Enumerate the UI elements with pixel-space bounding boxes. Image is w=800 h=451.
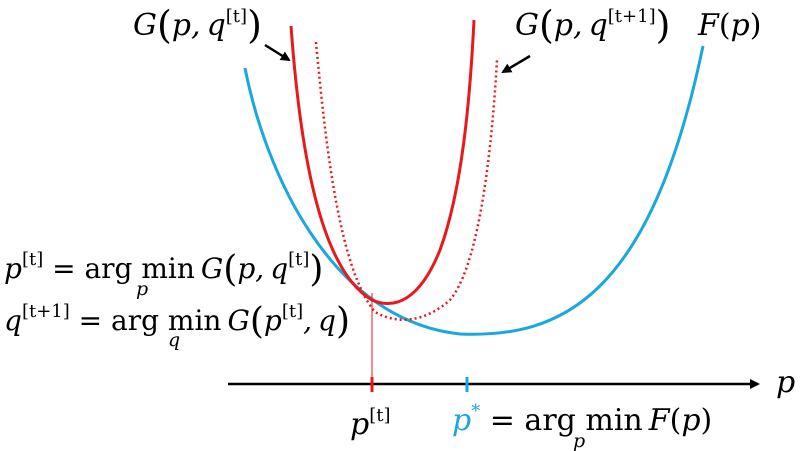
g-t1-label: G(p, q[t+1]) <box>515 3 670 47</box>
p-star-label: p* = arg min F(p) <box>452 401 712 438</box>
g-t1-curve <box>314 41 499 321</box>
p-axis-label: p <box>776 365 795 400</box>
p-star-argmin-subscript: p <box>573 430 585 451</box>
g-t-pointer-arrow <box>264 43 291 62</box>
equation-q-update: q[t+1] = arg min G(p[t], q) <box>4 301 350 342</box>
g-t1-pointer-arrow <box>501 54 531 74</box>
equation-p-update: p[t] = arg min G(p, q[t]) <box>4 249 323 290</box>
equation-q-update-subscript: q <box>168 329 180 351</box>
f-curve <box>243 45 705 336</box>
p-t-label: p[t] <box>350 405 391 442</box>
g-t-label: G(p, q[t]) <box>133 3 262 47</box>
f-label: F(p) <box>697 8 761 43</box>
g-t-curve <box>289 19 476 305</box>
equation-p-update-subscript: p <box>136 278 148 300</box>
